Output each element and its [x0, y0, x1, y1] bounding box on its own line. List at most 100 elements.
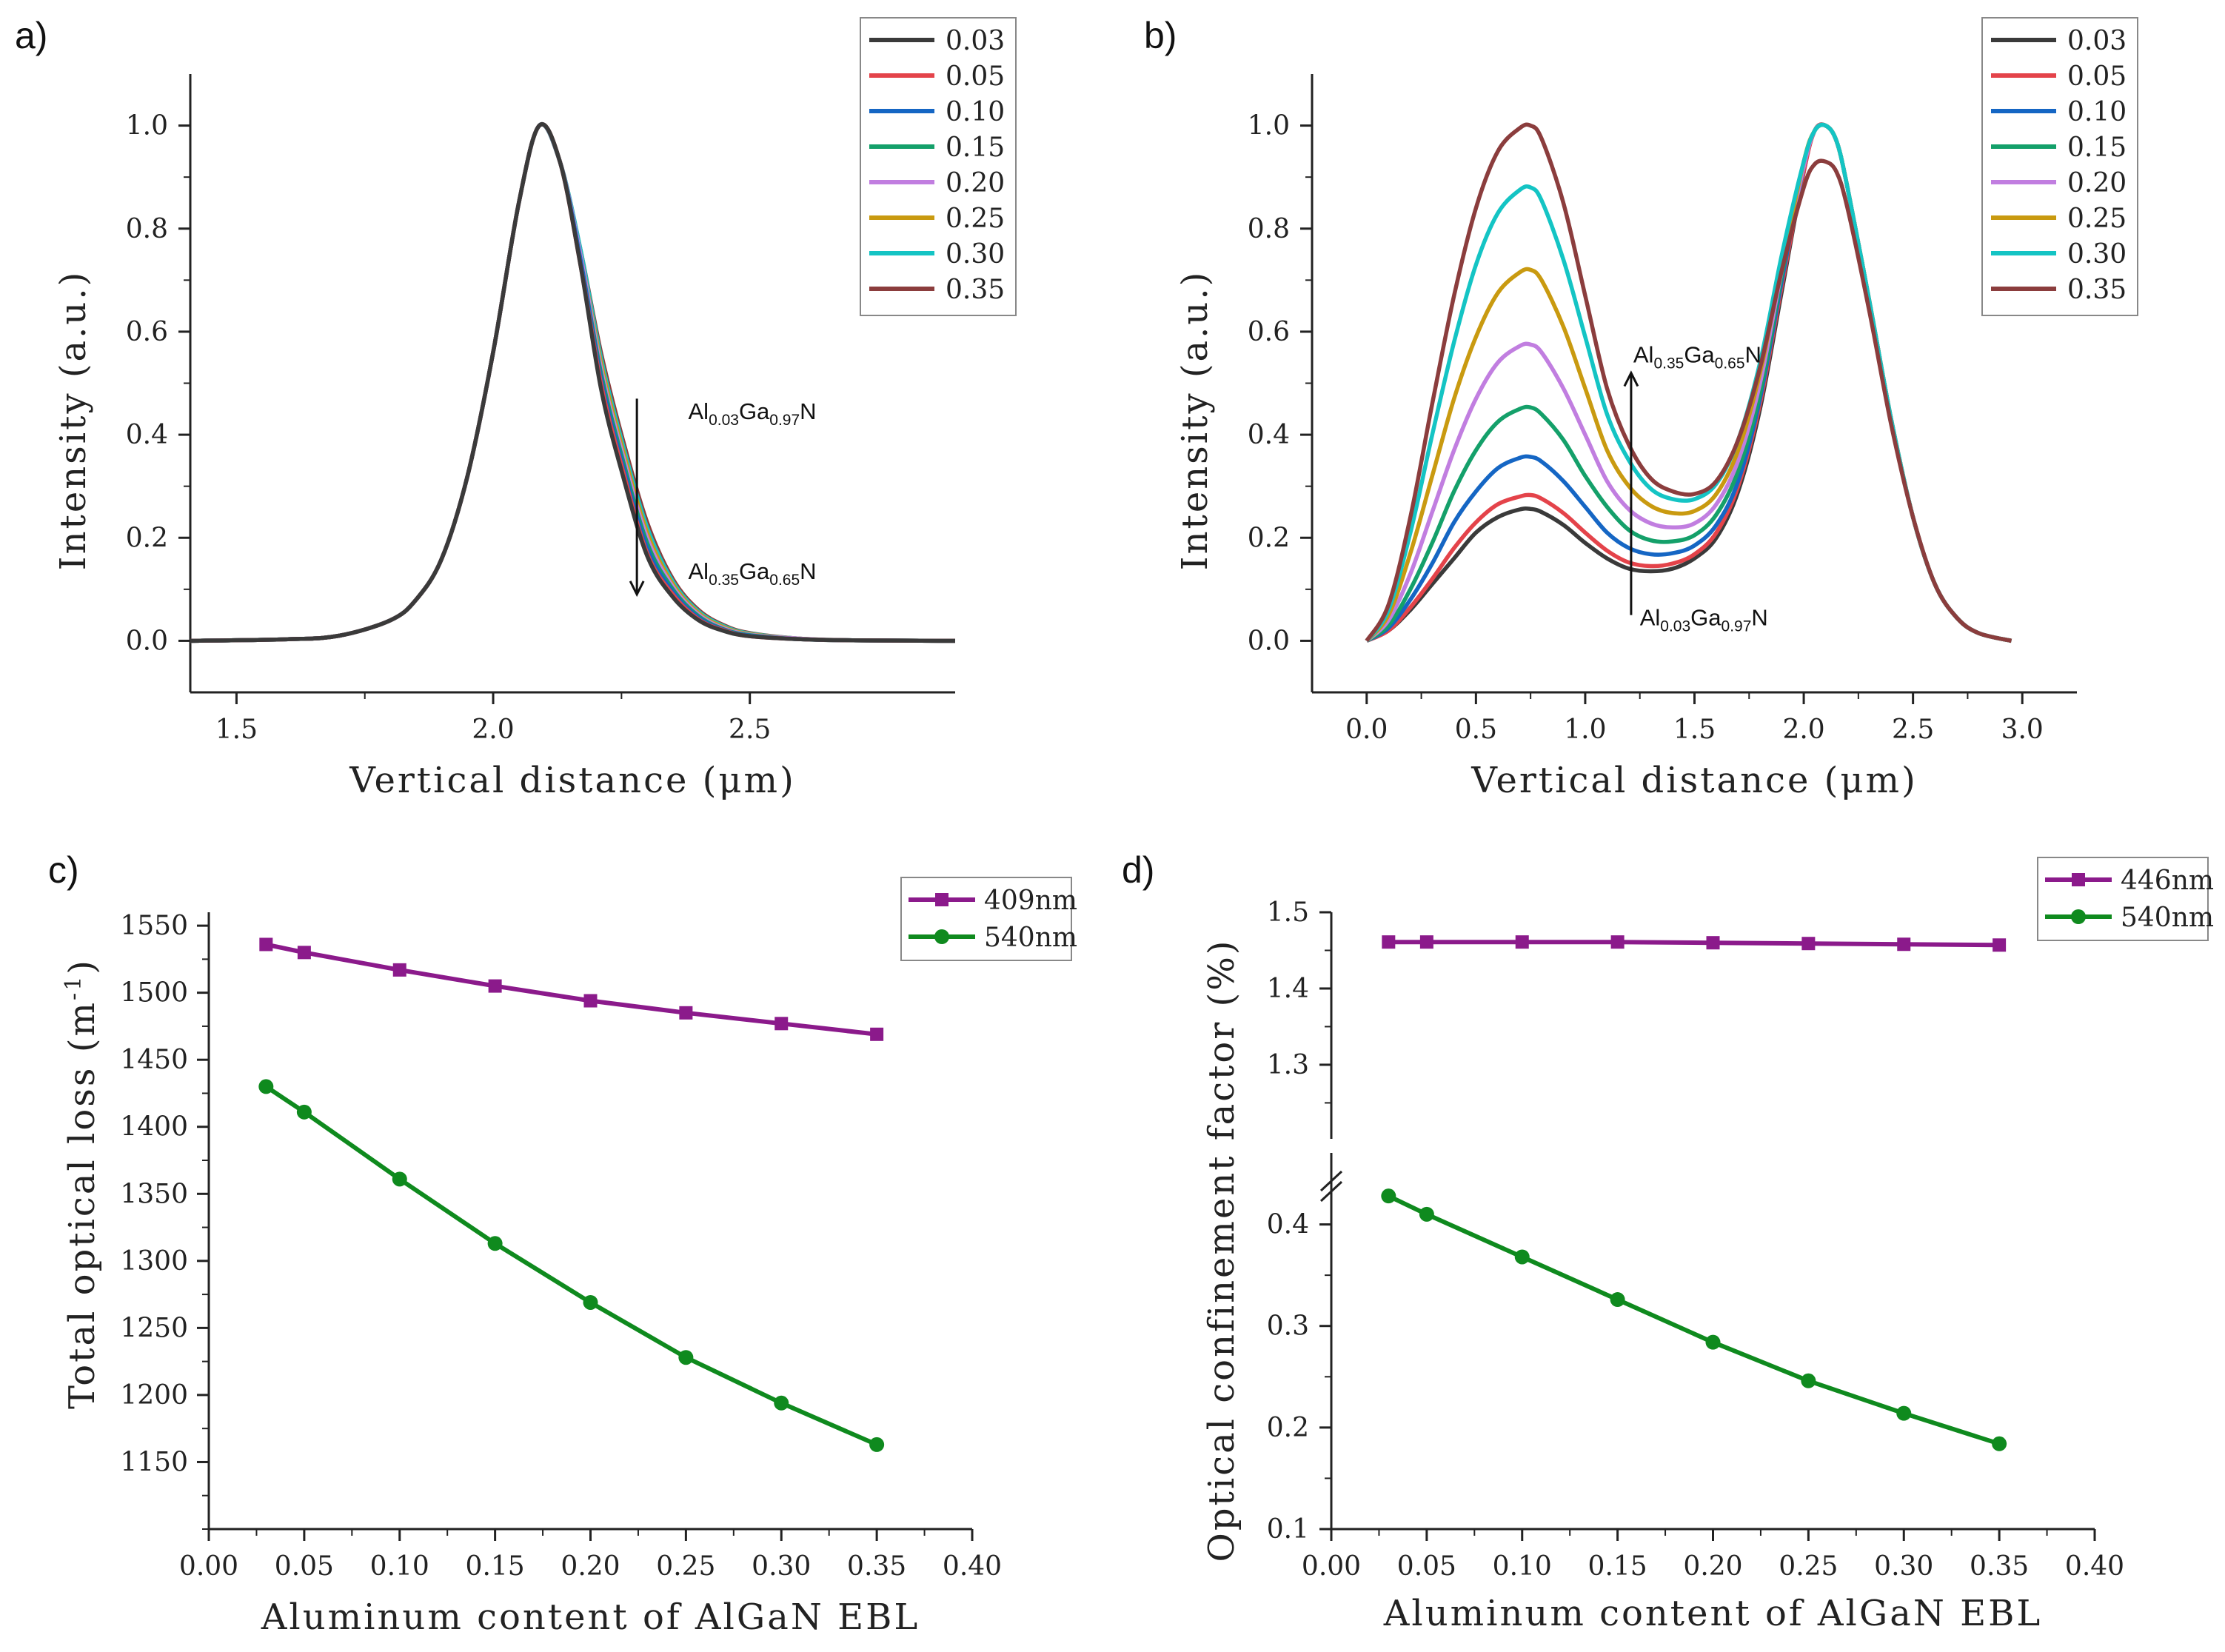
annotation-part: 0.65: [769, 572, 800, 589]
legend-label: 0.10: [946, 97, 1005, 127]
annotation-arrow-head: [629, 581, 645, 598]
x-tick-label: 2.0: [1782, 715, 1824, 745]
annotation-part: Ga: [739, 398, 770, 424]
y-tick-label: 1.0: [1248, 111, 1290, 141]
x-tick-label: 0.40: [2065, 1551, 2124, 1582]
data-point-circle: [487, 1236, 503, 1251]
data-point-square: [1515, 935, 1529, 949]
y-axis-title-part: ): [61, 958, 103, 974]
legend-label: 409nm: [984, 886, 1077, 916]
annotation-label: Al0.35Ga0.65N: [688, 558, 816, 589]
y-tick-label: 0.2: [126, 523, 168, 553]
legend-label: 0.15: [946, 133, 1005, 163]
x-tick-label: 1.5: [215, 715, 258, 745]
x-tick-label: 0.10: [370, 1551, 429, 1582]
x-tick-label: 0.30: [1874, 1551, 1933, 1582]
annotation-part: Ga: [1684, 342, 1715, 368]
y-tick-label: 0.4: [126, 420, 168, 450]
x-tick-label: 0.15: [1588, 1551, 1647, 1582]
panel-label: b): [1144, 15, 1177, 56]
y-tick-label: 0.1: [1267, 1514, 1309, 1545]
legend-label: 0.25: [946, 204, 1005, 234]
legend-label: 0.05: [946, 61, 1005, 92]
data-point-circle: [1419, 1206, 1434, 1222]
legend-label: 0.30: [2067, 239, 2127, 270]
axis-break-mark: [1319, 1170, 1343, 1192]
series-group: [190, 122, 956, 643]
legend-box: [860, 17, 1017, 316]
panel-label: a): [15, 15, 47, 56]
y-tick-label: 0.6: [126, 317, 168, 347]
annotation-part: Al: [688, 558, 709, 584]
data-point-circle: [774, 1395, 789, 1411]
y-axis-title: Optical confinement factor (%): [1201, 938, 1242, 1562]
data-point-square: [1419, 935, 1433, 949]
x-tick-label: 0.35: [847, 1551, 906, 1582]
annotation-part: N: [800, 558, 816, 584]
annotation-arrow-head: [1623, 370, 1639, 387]
panel-b: b) 0.0 0.5 1.0 1.5 2.0 2.5 3.0 0.0 0.2 0.4 0.6 0.8 1.…: [1144, 15, 2138, 801]
panel-label: c): [48, 849, 79, 891]
annotation-part: Al: [688, 398, 709, 424]
series-line-409nm: [264, 942, 880, 1037]
x-tick-label: 0.35: [1970, 1551, 2029, 1582]
y-tick-label: 0.2: [1267, 1413, 1309, 1443]
data-point-square: [1897, 937, 1911, 952]
x-tick-label: 0.25: [1779, 1551, 1838, 1582]
data-point-circle: [678, 1350, 694, 1365]
annotation-label: Al0.03Ga0.97N: [1640, 605, 1768, 635]
legend: 409nm 540nm: [900, 877, 1077, 961]
annotation-part: 0.35: [709, 572, 739, 589]
legend-label: 0.03: [946, 26, 1005, 56]
y-tick-label: 1350: [120, 1179, 188, 1209]
data-point-circle: [1705, 1334, 1721, 1350]
annotation-part: Al: [1640, 605, 1661, 631]
y-tick-label: 0.3: [1267, 1311, 1309, 1342]
annotation-part: 0.97: [769, 412, 800, 429]
x-tick-label: 2.0: [472, 715, 514, 745]
y-tick-label: 0.8: [1248, 214, 1290, 244]
data-point-circle: [296, 1104, 312, 1120]
annotation-part: 0.03: [1660, 618, 1690, 635]
annotation-part: N: [800, 398, 816, 424]
annotation-part: 0.35: [1653, 355, 1684, 372]
legend-label: 0.25: [2067, 204, 2127, 234]
data-point-circle: [392, 1171, 407, 1187]
annotation-label: Al0.03Ga0.97N: [688, 398, 816, 429]
x-tick-label: 0.5: [1455, 715, 1497, 745]
legend-box: [1981, 17, 2138, 316]
panel-a: a)1.5 2.0 2.50.00.20.40.60.81.0Al0.03Ga0.9…: [15, 15, 1017, 801]
data-point-circle: [1610, 1292, 1625, 1308]
series-line-446nm: [1386, 940, 2002, 948]
data-point-square: [1382, 935, 1396, 949]
data-point-square: [259, 937, 273, 952]
y-axis-title: Intensity (a.u.): [53, 270, 94, 571]
x-tick-label: 0.00: [179, 1551, 238, 1582]
legend-label: 0.35: [2067, 275, 2127, 305]
y-axis-title: Total optical loss (m-1): [61, 958, 103, 1409]
x-tick-label: 0.15: [466, 1551, 525, 1582]
y-tick-label: 1.4: [1267, 974, 1309, 1004]
x-tick-label: 0.20: [561, 1551, 620, 1582]
legend-label: 0.20: [2067, 168, 2127, 198]
x-axis-title: Vertical distance (μm): [1470, 760, 1918, 801]
series-line-540nm: [264, 1084, 880, 1447]
annotation-part: N: [1751, 605, 1767, 631]
x-tick-label: 0.40: [943, 1551, 1002, 1582]
annotation-part: Ga: [739, 558, 770, 584]
data-point-square: [1801, 937, 1816, 951]
y-tick-label: 0.4: [1267, 1210, 1309, 1240]
data-point-circle: [1896, 1405, 1912, 1421]
legend-box: [900, 877, 1072, 961]
y-tick-label: 0.8: [126, 214, 168, 244]
y-tick-label: 0.4: [1248, 420, 1290, 450]
y-axis-title: Intensity (a.u.): [1174, 270, 1216, 571]
legend: 446nm 540nm: [2037, 857, 2214, 941]
data-point-square: [1993, 938, 2007, 952]
legend-label: 0.10: [2067, 97, 2127, 127]
data-point-circle: [583, 1294, 598, 1310]
y-tick-label: 1250: [120, 1313, 188, 1343]
series-line-0.35: [1365, 122, 2012, 643]
series-line-540nm: [1386, 1194, 2002, 1446]
